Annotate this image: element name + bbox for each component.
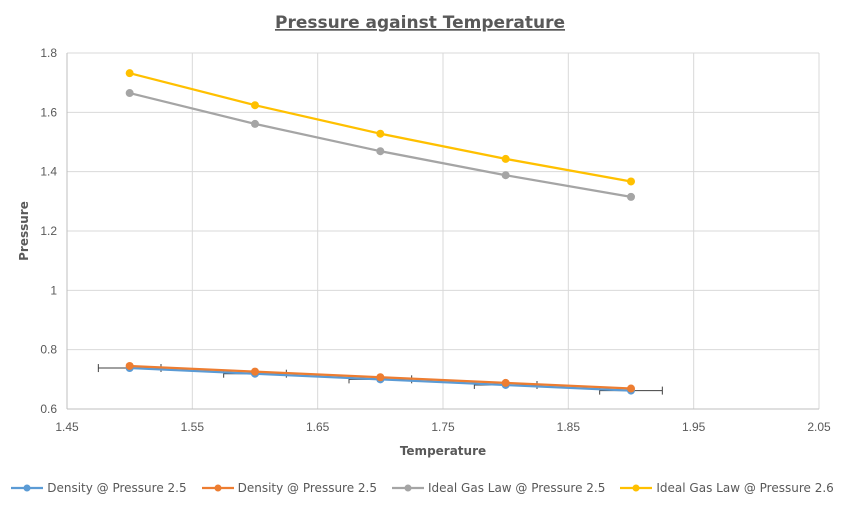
data-point	[125, 361, 134, 370]
legend-item: Density @ Pressure 2.5	[201, 481, 377, 495]
data-point	[501, 171, 510, 180]
y-axis-label: Pressure	[17, 201, 31, 261]
data-point	[251, 367, 259, 376]
series-line	[129, 91, 632, 198]
x-tick-label: 1.55	[181, 420, 205, 434]
data-point	[251, 119, 259, 128]
x-tick-label: 2.05	[807, 420, 831, 434]
data-point	[251, 101, 259, 110]
x-tick-label: 1.75	[431, 420, 455, 434]
series-group	[125, 69, 635, 395]
legend-marker-icon	[392, 484, 424, 492]
y-tick-label: 1	[50, 283, 57, 297]
legend-marker-icon	[201, 484, 234, 492]
x-tick-label: 1.95	[682, 420, 706, 434]
series-2	[125, 361, 635, 393]
y-tick-label: 0.6	[40, 402, 57, 416]
legend-marker-icon	[620, 484, 653, 492]
data-point	[125, 89, 134, 98]
data-point	[376, 373, 385, 382]
data-point	[125, 69, 134, 78]
x-axis-ticks: 1.45 1.55 1.65 1.75 1.85 1.95 2.05	[55, 420, 831, 434]
legend-label: Density @ Pressure 2.5	[237, 481, 377, 495]
data-point	[501, 154, 510, 163]
legend-item: Density @ Pressure 2.5	[10, 481, 187, 495]
legend-label: Density @ Pressure 2.5	[47, 481, 187, 495]
y-tick-label: 0.8	[40, 343, 57, 357]
x-tick-label: 1.65	[306, 420, 330, 434]
legend-item: Ideal Gas Law @ Pressure 2.6	[619, 481, 834, 495]
x-tick-label: 1.85	[557, 420, 581, 434]
chart-title: Pressure against Temperature	[275, 13, 565, 33]
x-tick-label: 1.45	[55, 420, 79, 434]
data-point	[627, 192, 635, 201]
y-tick-label: 1.2	[40, 224, 57, 238]
legend-marker-icon	[11, 484, 44, 492]
y-axis-ticks: 0.6 0.8 1 1.2 1.4 1.6 1.8	[40, 46, 57, 416]
x-axis-label: Temperature	[400, 444, 486, 458]
legend: Density @ Pressure 2.5 Density @ Pressure…	[0, 481, 844, 495]
legend-item: Ideal Gas Law @ Pressure 2.5	[391, 481, 605, 495]
y-tick-label: 1.8	[40, 46, 57, 60]
series-3	[125, 89, 635, 201]
chart: Pressure against Temperature 0.6 0.8 1 1.2 1…	[17, 13, 831, 458]
data-point	[501, 378, 510, 387]
data-point	[627, 384, 635, 393]
y-tick-label: 1.6	[40, 105, 57, 119]
gridlines	[66, 52, 820, 410]
data-point	[627, 177, 635, 186]
legend-label: Ideal Gas Law @ Pressure 2.6	[656, 481, 834, 495]
data-point	[376, 129, 385, 138]
series-4	[125, 69, 635, 186]
series-line	[129, 72, 632, 183]
legend-label: Ideal Gas Law @ Pressure 2.5	[428, 481, 606, 495]
data-point	[376, 147, 385, 156]
y-tick-label: 1.4	[40, 165, 57, 179]
